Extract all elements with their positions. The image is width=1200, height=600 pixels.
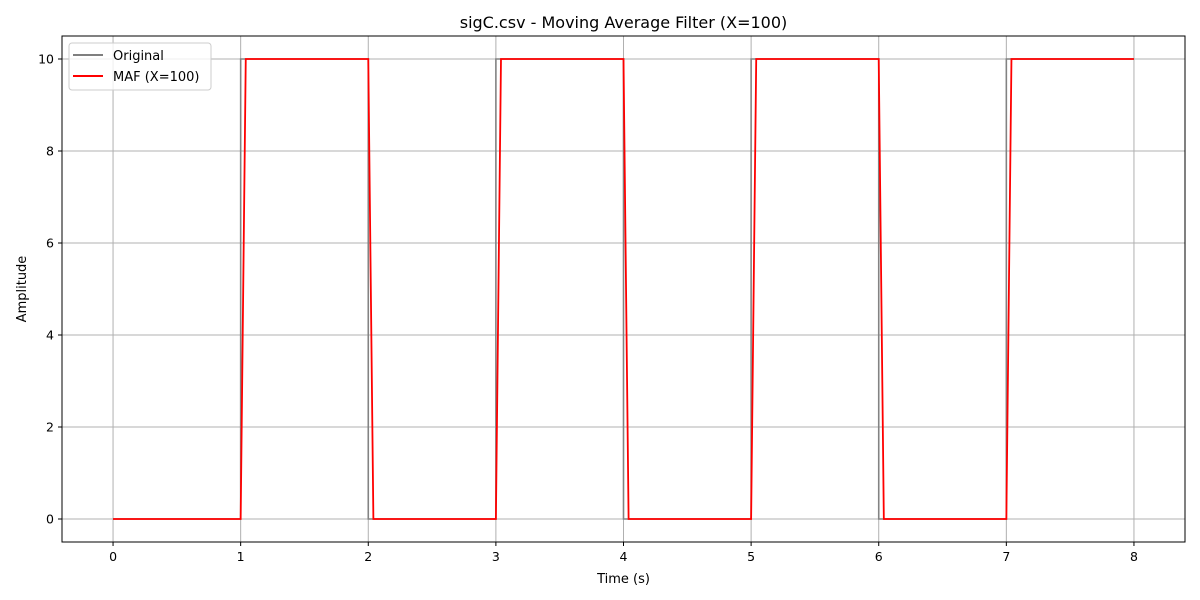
x-tick-label: 8 (1130, 549, 1138, 564)
y-tick-label: 4 (46, 328, 54, 343)
x-tick-label: 0 (109, 549, 117, 564)
legend-label-maf: MAF (X=100) (113, 70, 199, 85)
x-axis-label: Time (s) (596, 572, 650, 587)
y-tick-label: 0 (46, 512, 54, 527)
series-line-maf (113, 58, 1134, 520)
y-tick-label: 6 (46, 236, 54, 251)
x-tick-label: 2 (364, 549, 372, 564)
y-axis-label: Amplitude (15, 256, 30, 323)
legend-label-original: Original (113, 49, 164, 64)
x-tick-label: 5 (747, 549, 755, 564)
x-tick-label: 1 (237, 549, 245, 564)
x-tick-label: 6 (875, 549, 883, 564)
legend: Original MAF (X=100) (68, 42, 212, 91)
y-tick-label: 8 (46, 144, 54, 159)
x-tick-label: 4 (620, 549, 628, 564)
axis-ticks: 0 1 2 3 4 5 6 7 8 0 2 4 6 8 10 (38, 52, 1138, 565)
chart-title: sigC.csv - Moving Average Filter (X=100) (460, 13, 788, 32)
x-tick-label: 7 (1002, 549, 1010, 564)
x-tick-label: 3 (492, 549, 500, 564)
y-tick-label: 2 (46, 420, 54, 435)
series-lines (113, 58, 1134, 520)
legend-box (68, 42, 212, 91)
y-tick-label: 10 (38, 52, 54, 67)
